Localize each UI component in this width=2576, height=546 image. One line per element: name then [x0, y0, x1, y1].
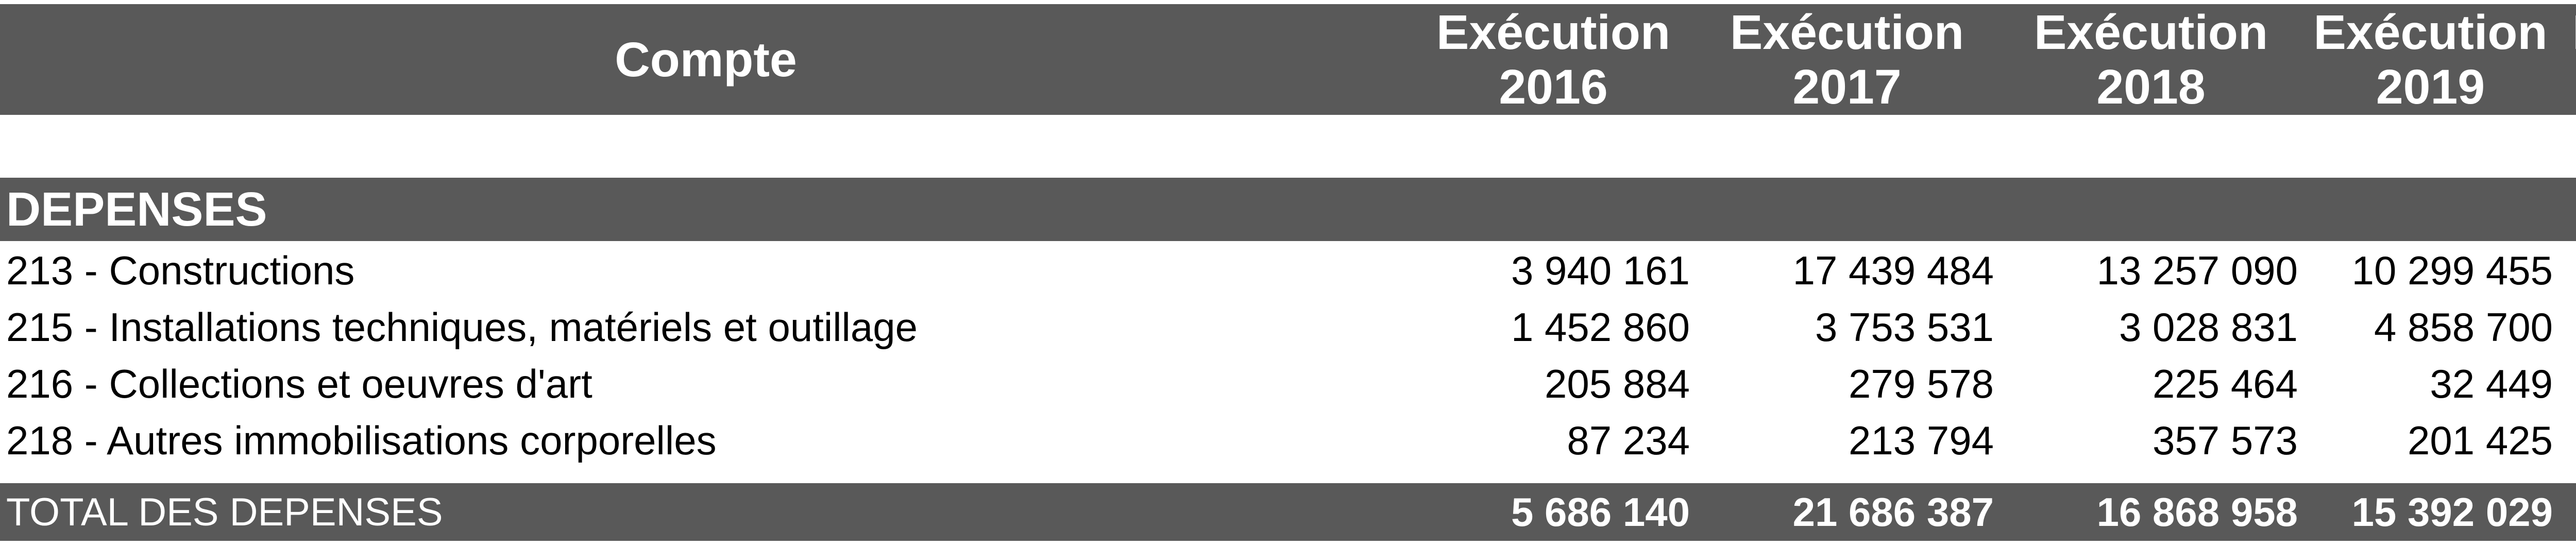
account-label: 218 - Autres immobilisations corporelles	[6, 417, 717, 463]
section-header-depenses: DEPENSES	[0, 178, 2576, 241]
table-row-218: 218 - Autres immobilisations corporelles…	[0, 412, 2576, 469]
compte-header-label: Compte	[615, 32, 797, 87]
value-2019: 32 449	[2430, 361, 2553, 406]
value-2019: 10 299 455	[2351, 247, 2553, 293]
value-2020: 706 894	[2558, 412, 2576, 469]
value-2017: 279 578	[1849, 361, 1994, 406]
account-label: 215 - Installations techniques, matériel…	[6, 304, 918, 350]
table-row-215: 215 - Installations techniques, matériel…	[0, 299, 2576, 355]
total-label: TOTAL DES DEPENSES	[6, 490, 443, 534]
section-title: DEPENSES	[6, 182, 267, 236]
account-label: 213 - Constructions	[6, 247, 355, 293]
column-header-execution-2018: Exécution 2018	[2034, 5, 2268, 114]
column-header-compte: Compte	[0, 4, 1412, 115]
total-2019: 15 392 029	[2351, 489, 2553, 535]
table-header-row: Compte Exécution 2016 Exécution 2017 Exé…	[0, 4, 2576, 115]
column-header-execution-2019: Exécution 2019	[2313, 5, 2548, 114]
value-2020: 43 892	[2558, 355, 2576, 412]
value-2019: 201 425	[2408, 417, 2553, 463]
account-label: 216 - Collections et oeuvres d'art	[6, 361, 592, 406]
value-2016: 3 940 161	[1511, 247, 1690, 293]
value-2016: 1 452 860	[1511, 304, 1690, 350]
value-2018: 357 573	[2153, 417, 2298, 463]
total-2017: 21 686 387	[1792, 489, 1994, 535]
value-2020: 6 171 448	[2558, 242, 2576, 299]
column-header-execution-2017: Exécution 2017	[1730, 5, 1964, 114]
value-2017: 213 794	[1849, 417, 1994, 463]
total-row: TOTAL DES DEPENSES 5 686 140 21 686 387 …	[0, 483, 2576, 541]
table-row-216: 216 - Collections et oeuvres d'art 205 8…	[0, 355, 2576, 412]
table-row-213: 213 - Constructions 3 940 161 17 439 484…	[0, 242, 2576, 299]
value-2019: 4 858 700	[2374, 304, 2553, 350]
column-header-execution-2016: Exécution 2016	[1436, 5, 1670, 114]
value-2016: 205 884	[1545, 361, 1690, 406]
column-header-execution-2020: Exécution 2020	[2558, 4, 2576, 115]
value-2016: 87 234	[1567, 417, 1690, 463]
total-2020: 10 797 623	[2558, 483, 2576, 541]
value-2017: 3 753 531	[1815, 304, 1994, 350]
value-2017: 17 439 484	[1792, 247, 1994, 293]
total-2018: 16 868 958	[2096, 489, 2298, 535]
value-2018: 13 257 090	[2096, 247, 2298, 293]
total-2016: 5 686 140	[1511, 489, 1690, 535]
value-2018: 225 464	[2153, 361, 2298, 406]
value-2018: 3 028 831	[2119, 304, 2298, 350]
value-2020: 3 875 390	[2558, 299, 2576, 355]
